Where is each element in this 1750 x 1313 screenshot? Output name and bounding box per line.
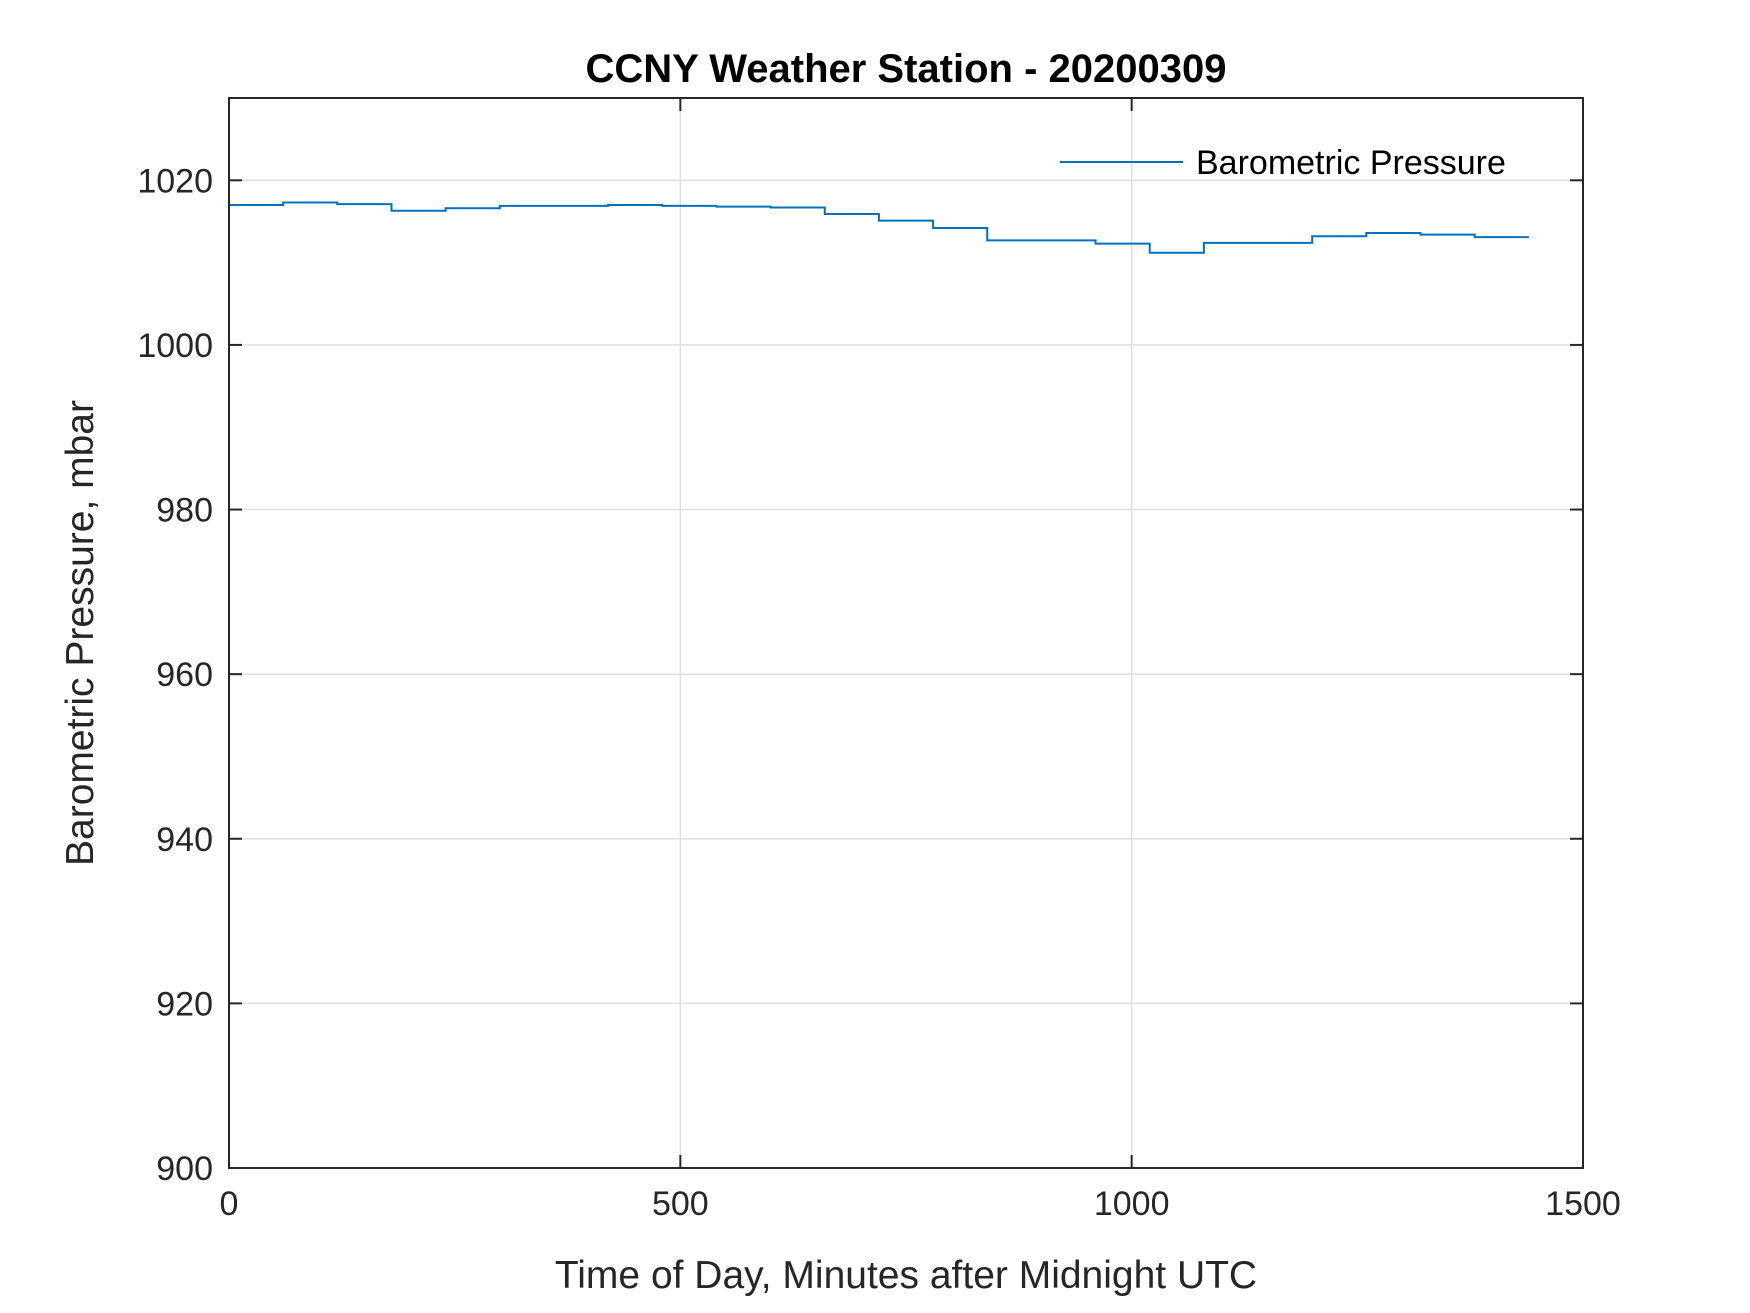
y-tick-label: 980	[156, 492, 213, 530]
y-tick-label: 940	[156, 821, 213, 859]
chart-title: CCNY Weather Station - 20200309	[586, 47, 1227, 91]
y-axis-label: Barometric Pressure, mbar	[59, 400, 102, 866]
legend: Barometric Pressure	[1060, 144, 1506, 182]
series-line-barometric-pressure	[229, 201, 1529, 254]
x-tick-label: 500	[652, 1185, 709, 1223]
series-layer	[229, 201, 1529, 254]
y-tick-label: 960	[156, 656, 213, 694]
y-tick-label: 1000	[137, 327, 213, 365]
x-tick-label: 0	[220, 1185, 239, 1223]
plot-area	[229, 98, 1583, 1168]
legend-label: Barometric Pressure	[1196, 144, 1506, 182]
x-tick-label: 1500	[1545, 1185, 1621, 1223]
axes-box	[228, 97, 1584, 1169]
ticks: 0 500 1000 1500 900 920 940 960 980 1000 1020	[137, 98, 1621, 1223]
grid	[228, 98, 1584, 1169]
x-tick-label: 1000	[1094, 1185, 1170, 1223]
y-tick-label: 900	[156, 1150, 213, 1188]
y-tick-label: 920	[156, 985, 213, 1023]
x-axis-label: Time of Day, Minutes after Midnight UTC	[555, 1254, 1257, 1297]
y-tick-label: 1020	[137, 162, 213, 200]
